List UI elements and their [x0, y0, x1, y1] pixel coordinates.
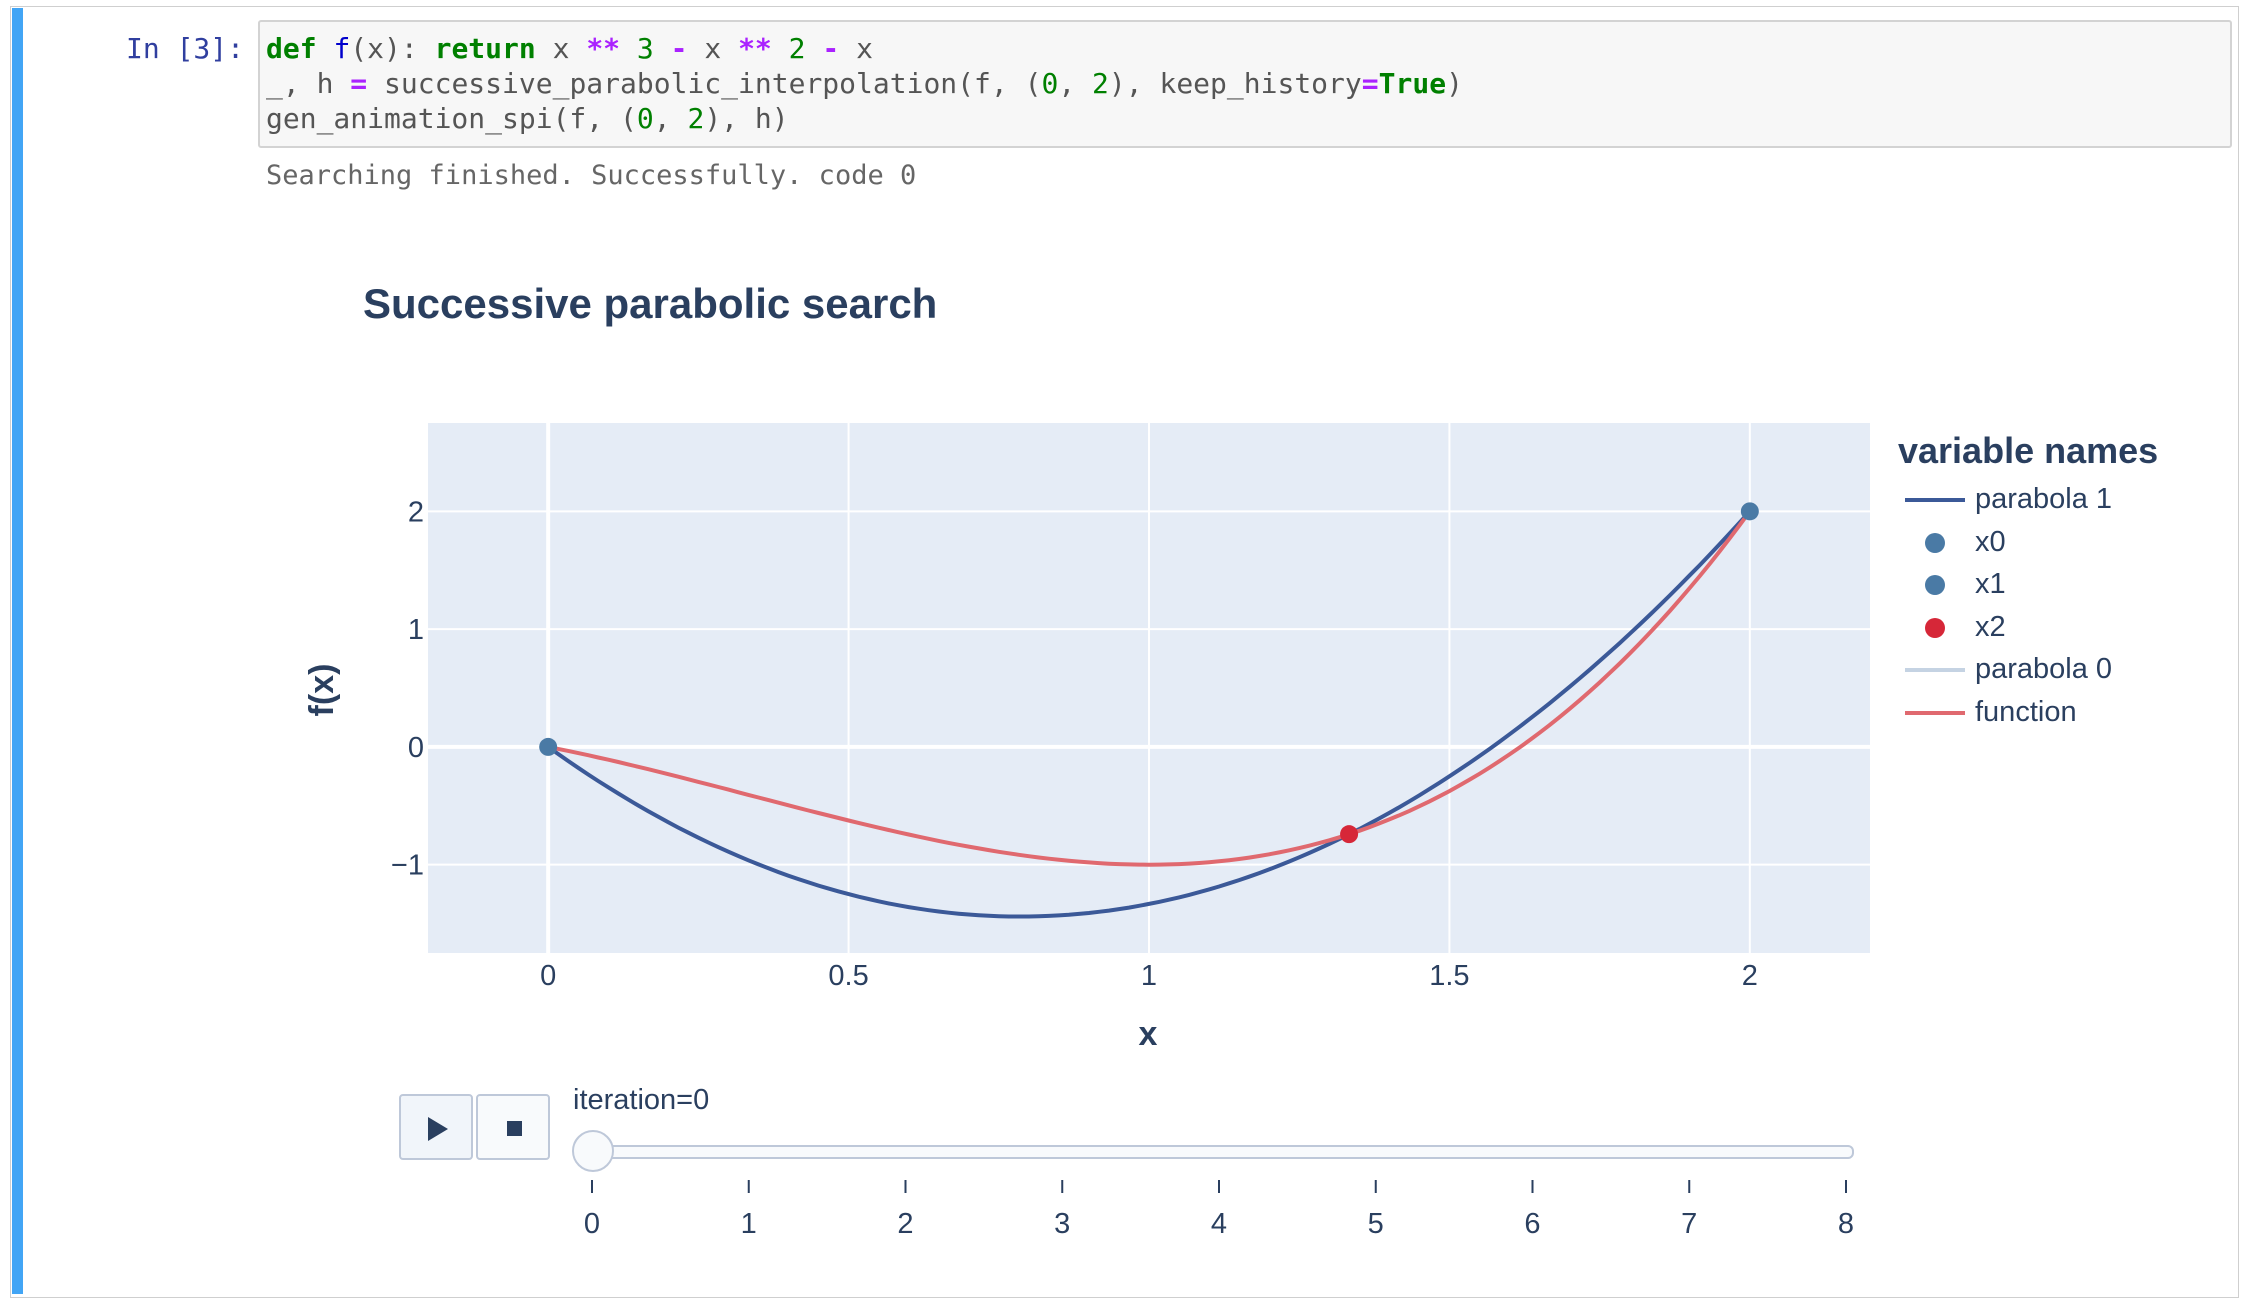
cell-selection-bar	[12, 8, 23, 1294]
y-tick-label: 0	[408, 732, 424, 764]
x-tick-label: 0.5	[828, 960, 868, 992]
series-markers[interactable]	[539, 502, 1759, 844]
input-prompt: In [3]:	[126, 32, 245, 65]
series-line-function	[547, 510, 1752, 867]
legend-item-parabola-1[interactable]: parabola 1	[1900, 480, 2200, 520]
stop-icon	[507, 1121, 522, 1136]
legend-line-swatch	[1905, 668, 1965, 672]
play-button[interactable]	[399, 1094, 473, 1160]
legend-label: function	[1975, 695, 2077, 728]
marker-x2[interactable]	[1340, 825, 1359, 844]
legend-label: x1	[1975, 568, 2006, 600]
play-icon	[428, 1117, 448, 1141]
legend-line-swatch	[1905, 710, 1965, 715]
legend-swatch	[1905, 650, 1965, 690]
legend-title: variable names	[1898, 430, 2159, 471]
x-tick-label: 2	[1742, 960, 1758, 992]
legend-swatch	[1905, 565, 1965, 605]
slider-step-label[interactable]: 8	[1838, 1208, 1854, 1240]
slider-step-label[interactable]: 5	[1368, 1208, 1384, 1240]
cell-output-text: Searching finished. Successfully. code 0	[266, 160, 917, 191]
x-tick-labels: 0 0.5 1 1.5 2	[540, 960, 1758, 992]
x-tick-label: 1.5	[1429, 960, 1469, 992]
legend-label: x0	[1975, 525, 2006, 558]
code-input-area[interactable]	[258, 20, 2232, 148]
slider-current-label: iteration=0	[573, 1084, 710, 1116]
x-tick-label: 1	[1141, 960, 1157, 992]
legend-item-x0[interactable]: x0	[1900, 523, 2200, 563]
marker-x0[interactable]	[539, 737, 558, 756]
slider-step-label[interactable]: 1	[741, 1208, 757, 1240]
gridlines	[428, 423, 1870, 953]
legend-dot-swatch	[1925, 575, 1945, 595]
marker-x1[interactable]	[1740, 502, 1759, 521]
slider-step-label[interactable]: 2	[897, 1208, 913, 1240]
legend-swatch	[1905, 693, 1965, 733]
y-tick-label: −1	[391, 850, 424, 882]
chart-title: Successive parabolic search	[363, 280, 938, 327]
code-line-1: def f(x): return x ** 3 - x ** 2 - x	[266, 32, 873, 65]
slider-step-label[interactable]: 6	[1524, 1208, 1540, 1240]
slider-step-label[interactable]: 0	[584, 1208, 600, 1240]
legend-item-parabola-0[interactable]: parabola 0	[1900, 650, 2200, 690]
legend-dot-swatch	[1925, 617, 1945, 638]
y-tick-label: 2	[408, 496, 424, 528]
legend-dot-swatch	[1925, 532, 1945, 553]
stop-button[interactable]	[476, 1094, 550, 1160]
x-axis-label: x	[1139, 1015, 1158, 1053]
code-editor[interactable]: def f(x): return x ** 3 - x ** 2 - x _, …	[266, 31, 1463, 136]
legend-label: parabola 1	[1975, 483, 2113, 515]
code-line-2: _, h = successive_parabolic_interpolatio…	[266, 67, 1463, 100]
y-tick-label: 1	[408, 614, 424, 646]
legend-item-x2[interactable]: x2	[1900, 608, 2200, 648]
y-axis-label: f(x)	[303, 664, 341, 717]
x-tick-label: 0	[540, 960, 556, 992]
slider-step-label[interactable]: 4	[1211, 1208, 1227, 1240]
legend-item-x1[interactable]: x1	[1900, 565, 2200, 605]
slider-step-label[interactable]: 3	[1054, 1208, 1070, 1240]
y-tick-labels: −1 0 1 2	[391, 496, 424, 881]
series-lines	[547, 510, 1752, 919]
code-line-3: gen_animation_spi(f, (0, 2), h)	[266, 102, 789, 135]
legend-line-swatch	[1905, 498, 1965, 502]
legend-swatch	[1905, 480, 1965, 520]
legend-item-function[interactable]: function	[1900, 693, 2200, 733]
legend-label: x2	[1975, 610, 2006, 643]
legend-label: parabola 0	[1975, 653, 2113, 685]
slider-handle[interactable]	[572, 1130, 614, 1172]
slider-step-label[interactable]: 7	[1681, 1208, 1697, 1240]
legend-swatch	[1905, 523, 1965, 563]
series-line-parabola-1	[547, 510, 1752, 919]
legend-swatch	[1905, 608, 1965, 648]
